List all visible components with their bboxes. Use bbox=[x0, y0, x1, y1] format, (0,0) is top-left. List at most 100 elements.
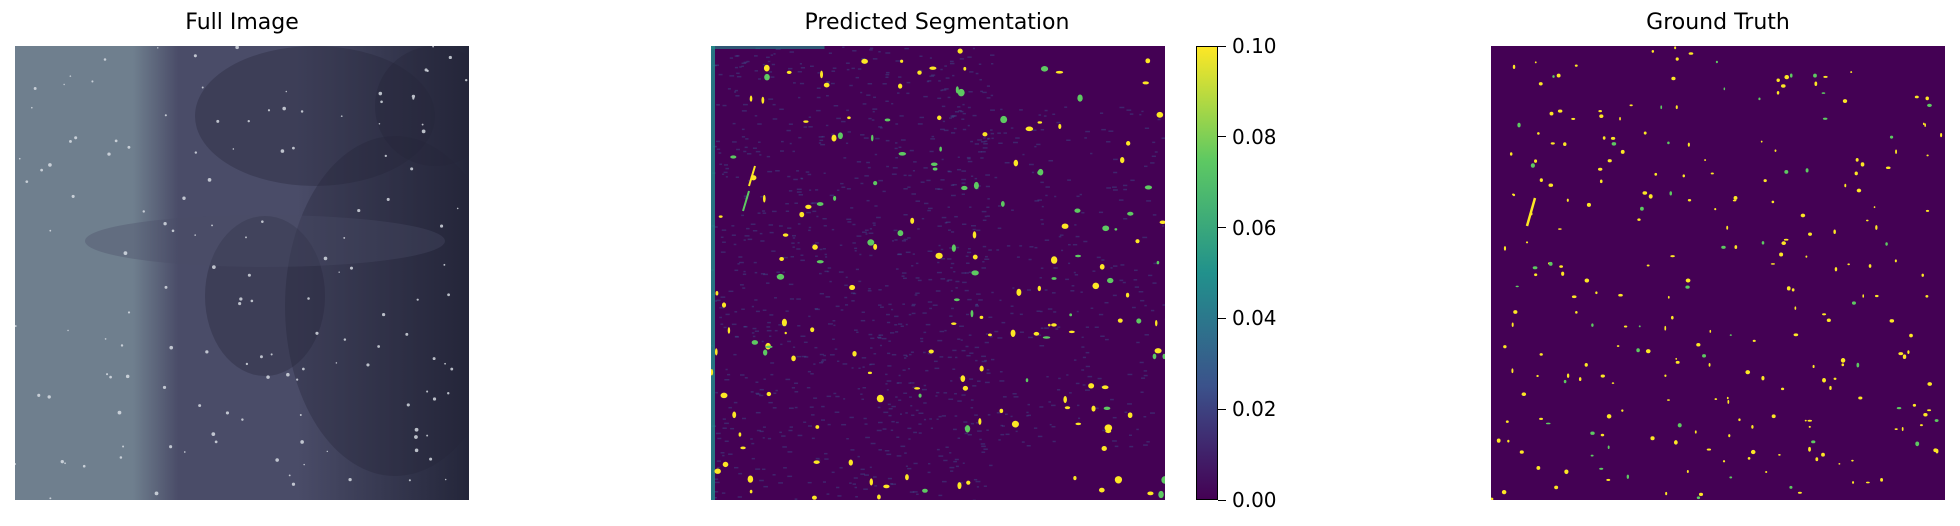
ground-truth-blob bbox=[1534, 273, 1538, 277]
noise-texture bbox=[765, 282, 770, 284]
detection-blob bbox=[1051, 323, 1057, 327]
noise-texture bbox=[742, 273, 747, 276]
noise-texture bbox=[1034, 246, 1038, 249]
noise-texture bbox=[760, 240, 765, 242]
noise-texture bbox=[807, 173, 812, 176]
noise-texture bbox=[719, 307, 724, 309]
noise-texture bbox=[1161, 225, 1164, 227]
noise-texture bbox=[984, 140, 988, 142]
noise-texture bbox=[736, 72, 740, 75]
noise-texture bbox=[767, 170, 773, 173]
noise-texture bbox=[990, 54, 995, 56]
noise-texture bbox=[975, 305, 979, 307]
noise-texture bbox=[1065, 278, 1070, 281]
detection-blob bbox=[897, 230, 904, 237]
noise-texture bbox=[957, 400, 962, 402]
noise-texture bbox=[849, 84, 853, 87]
detection-blob bbox=[1117, 318, 1123, 323]
detection-blob bbox=[1114, 476, 1123, 484]
noise-texture bbox=[727, 373, 731, 376]
noise-texture bbox=[885, 383, 888, 385]
noise-texture bbox=[967, 157, 971, 160]
noise-texture bbox=[1040, 327, 1044, 329]
ground-truth-blob bbox=[1536, 374, 1539, 378]
noise-texture bbox=[772, 118, 778, 120]
colorbar-tick-label: 0.10 bbox=[1232, 34, 1277, 58]
noise-texture bbox=[1098, 313, 1104, 316]
noise-texture bbox=[794, 391, 799, 393]
noise-texture bbox=[1039, 406, 1044, 408]
noise-texture bbox=[752, 230, 758, 232]
noise-texture bbox=[879, 344, 883, 347]
noise-texture bbox=[967, 124, 970, 127]
noise-texture bbox=[1100, 335, 1105, 338]
ground-truth-blob bbox=[1779, 252, 1784, 257]
speck bbox=[245, 362, 249, 366]
noise-texture bbox=[860, 473, 865, 475]
noise-texture bbox=[984, 258, 990, 261]
noise-texture bbox=[949, 466, 955, 469]
noise-texture bbox=[768, 401, 773, 404]
noise-texture bbox=[988, 316, 993, 319]
speck bbox=[114, 139, 118, 143]
noise-texture bbox=[782, 446, 787, 448]
noise-texture bbox=[816, 96, 821, 99]
detection-blob bbox=[823, 82, 830, 88]
noise-texture bbox=[980, 90, 983, 93]
noise-texture bbox=[746, 153, 752, 155]
noise-texture bbox=[1055, 328, 1059, 330]
noise-texture bbox=[999, 299, 1002, 302]
detection-blob bbox=[1075, 254, 1082, 258]
noise-texture bbox=[981, 210, 987, 213]
noise-texture bbox=[836, 486, 840, 489]
noise-texture bbox=[856, 161, 862, 163]
dark-region bbox=[285, 136, 469, 476]
noise-texture bbox=[940, 128, 945, 131]
noise-texture bbox=[945, 221, 951, 223]
noise-texture bbox=[788, 190, 793, 192]
ground-truth-blob bbox=[1778, 453, 1781, 456]
noise-texture bbox=[878, 126, 883, 128]
noise-texture bbox=[767, 321, 771, 324]
noise-texture bbox=[808, 126, 813, 128]
speck bbox=[426, 390, 429, 393]
noise-texture bbox=[878, 334, 881, 337]
noise-texture bbox=[1067, 179, 1072, 181]
noise-texture bbox=[768, 224, 774, 226]
noise-texture bbox=[785, 378, 791, 381]
detection-blob bbox=[764, 73, 770, 81]
noise-texture bbox=[908, 382, 911, 384]
ground-truth-blob bbox=[1927, 409, 1932, 412]
noise-texture bbox=[1112, 416, 1117, 419]
ground-truth-blob bbox=[1642, 191, 1648, 195]
noise-texture bbox=[975, 72, 979, 75]
noise-texture bbox=[962, 462, 965, 464]
speck bbox=[25, 180, 29, 184]
noise-texture bbox=[949, 117, 952, 119]
noise-texture bbox=[961, 394, 966, 396]
ground-truth-blob bbox=[1675, 105, 1678, 110]
detection-blob bbox=[1103, 406, 1111, 410]
detection-blob bbox=[1000, 201, 1005, 207]
noise-texture bbox=[744, 325, 747, 328]
noise-texture bbox=[869, 466, 872, 469]
noise-texture bbox=[1010, 312, 1014, 315]
noise-texture bbox=[792, 246, 795, 248]
noise-texture bbox=[937, 225, 942, 227]
noise-texture bbox=[826, 395, 832, 398]
detection-blob bbox=[1156, 260, 1160, 265]
noise-texture bbox=[879, 306, 884, 308]
noise-texture bbox=[964, 432, 968, 435]
speck bbox=[447, 392, 450, 395]
noise-texture bbox=[1066, 374, 1069, 376]
noise-texture bbox=[981, 451, 986, 453]
noise-texture bbox=[927, 352, 932, 355]
detection-blob bbox=[711, 369, 714, 376]
noise-texture bbox=[1044, 289, 1048, 291]
noise-texture bbox=[1071, 285, 1075, 287]
noise-texture bbox=[1085, 326, 1090, 328]
detection-blob bbox=[811, 495, 817, 500]
ground-truth-blob bbox=[1584, 362, 1588, 367]
noise-texture bbox=[870, 363, 875, 366]
noise-texture bbox=[718, 152, 722, 154]
